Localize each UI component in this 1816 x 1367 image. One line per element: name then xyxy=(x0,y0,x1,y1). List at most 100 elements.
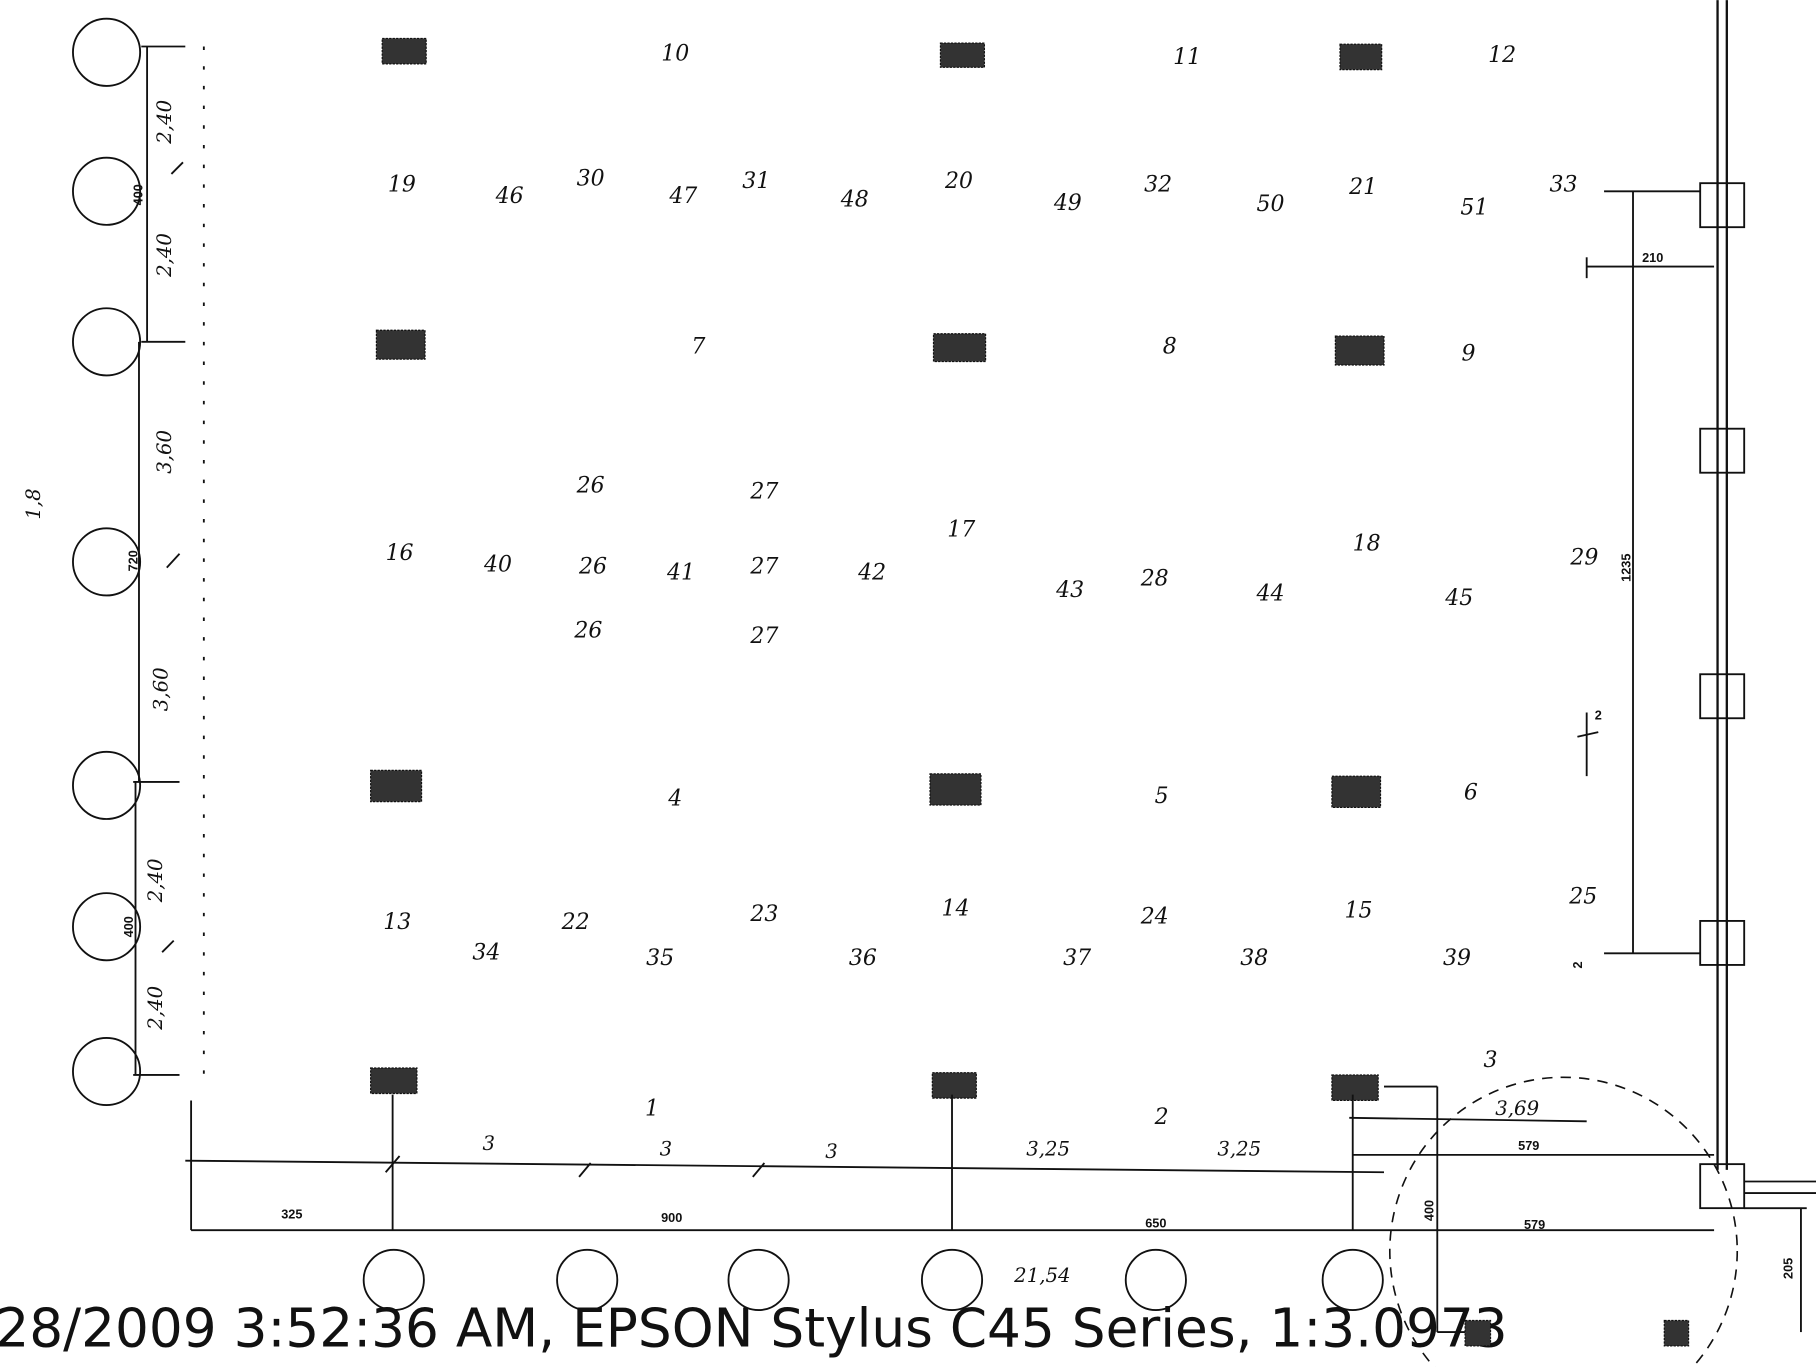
dimension-label: 2,40 xyxy=(153,100,176,145)
room-number: 17 xyxy=(947,518,975,543)
room-number: 32 xyxy=(1144,172,1172,197)
room-number: 36 xyxy=(849,946,877,971)
room-number: 47 xyxy=(668,184,697,209)
room-number: 20 xyxy=(944,169,973,194)
room-number: 39 xyxy=(1443,946,1471,971)
room-number: 37 xyxy=(1063,946,1091,971)
dimension-label: 3,60 xyxy=(153,430,176,474)
room-number: 30 xyxy=(577,167,605,192)
dimension-label: 3,60 xyxy=(150,667,173,711)
grid-bubble xyxy=(1124,1248,1187,1311)
grid-bubble xyxy=(920,1248,984,1311)
dimension-label: 205 xyxy=(1781,1258,1796,1279)
plan-line xyxy=(384,1155,401,1173)
dimension-label: 2,40 xyxy=(153,233,176,278)
room-number: 35 xyxy=(646,946,674,971)
dimension-label: 400 xyxy=(1422,1200,1437,1221)
print-footer: 28/2009 3:52:36 AM, EPSON Stylus C45 Ser… xyxy=(0,1298,1508,1360)
room-number: 27 xyxy=(749,624,778,649)
room-number: 40 xyxy=(483,552,512,577)
room-number: 13 xyxy=(383,910,411,935)
dimension-label: 3,25 xyxy=(1217,1138,1261,1161)
room-number: 1 xyxy=(645,1097,659,1122)
room-number: 25 xyxy=(1568,885,1597,910)
dimension-label: 325 xyxy=(281,1206,302,1221)
column xyxy=(932,333,987,363)
room-number: 31 xyxy=(742,169,770,194)
plan-line xyxy=(170,161,184,175)
room-number: 50 xyxy=(1257,192,1285,217)
dimension-label: 3,25 xyxy=(1026,1138,1070,1161)
grid-bubble xyxy=(72,1036,142,1106)
window xyxy=(1699,673,1746,720)
grid-bubble xyxy=(72,17,142,87)
column xyxy=(931,1072,977,1099)
plan-line xyxy=(1349,1116,1587,1123)
column xyxy=(375,329,426,360)
dimension-label: 1,8 xyxy=(22,488,45,519)
room-number: 6 xyxy=(1464,781,1478,806)
room-number: 51 xyxy=(1460,196,1488,221)
room-number: 46 xyxy=(495,184,524,209)
room-number: 28 xyxy=(1140,566,1169,591)
dimension-label: 210 xyxy=(1642,250,1663,265)
room-number: 26 xyxy=(578,555,607,580)
dimension-label: 400 xyxy=(130,184,145,205)
room-number: 42 xyxy=(857,560,886,585)
grid-bubble xyxy=(72,892,142,962)
dimension-label: 3 xyxy=(482,1132,495,1155)
dimension-label: 900 xyxy=(661,1210,682,1225)
dashed-arc xyxy=(1389,1076,1739,1367)
dimension-label: 2 xyxy=(1595,707,1602,722)
window xyxy=(1699,427,1746,474)
room-number: 5 xyxy=(1155,784,1169,809)
room-number: 44 xyxy=(1256,581,1285,606)
room-number: 34 xyxy=(472,940,500,965)
plan-line xyxy=(578,1162,592,1178)
dimension-label: 2 xyxy=(1570,961,1585,968)
column xyxy=(929,773,982,806)
plan-line xyxy=(161,939,175,953)
plan-line xyxy=(166,553,181,569)
grid-bubble xyxy=(72,750,142,820)
room-number: 23 xyxy=(749,902,778,927)
room-number: 11 xyxy=(1173,45,1201,70)
grid-bubble xyxy=(72,307,142,377)
room-number: 24 xyxy=(1140,904,1169,929)
room-number: 16 xyxy=(386,541,414,566)
window xyxy=(1699,182,1746,229)
dimension-label: 3 xyxy=(825,1140,838,1163)
room-number: 41 xyxy=(666,560,695,585)
room-number: 7 xyxy=(691,335,705,360)
column xyxy=(1339,43,1383,71)
column xyxy=(939,42,986,68)
room-number: 33 xyxy=(1550,172,1578,197)
room-number: 14 xyxy=(941,896,969,921)
column xyxy=(1464,1319,1492,1347)
dimension-label: 2,40 xyxy=(144,858,167,903)
dimension-label: 579 xyxy=(1524,1217,1545,1232)
plan-line xyxy=(752,1162,766,1178)
column xyxy=(1334,335,1385,366)
room-number: 8 xyxy=(1163,335,1177,360)
room-number: 18 xyxy=(1353,532,1381,557)
grid-bubble xyxy=(72,156,142,226)
dimension-label: 21,54 xyxy=(1013,1264,1070,1287)
room-number: 15 xyxy=(1345,899,1373,924)
room-number: 38 xyxy=(1240,946,1268,971)
dimension-label: 3 xyxy=(660,1138,673,1161)
grid-bubble xyxy=(362,1248,425,1311)
dimension-label: 720 xyxy=(126,550,141,571)
column xyxy=(1331,775,1382,809)
grid-bubble xyxy=(1321,1248,1384,1311)
room-number: 22 xyxy=(561,910,590,935)
room-number: 9 xyxy=(1462,342,1476,367)
room-number: 21 xyxy=(1348,175,1377,200)
room-number: 45 xyxy=(1444,586,1473,611)
dimension-label: 3,69 xyxy=(1495,1097,1539,1120)
grid-bubble xyxy=(556,1248,619,1311)
room-number: 10 xyxy=(661,42,689,67)
column xyxy=(370,1067,418,1095)
